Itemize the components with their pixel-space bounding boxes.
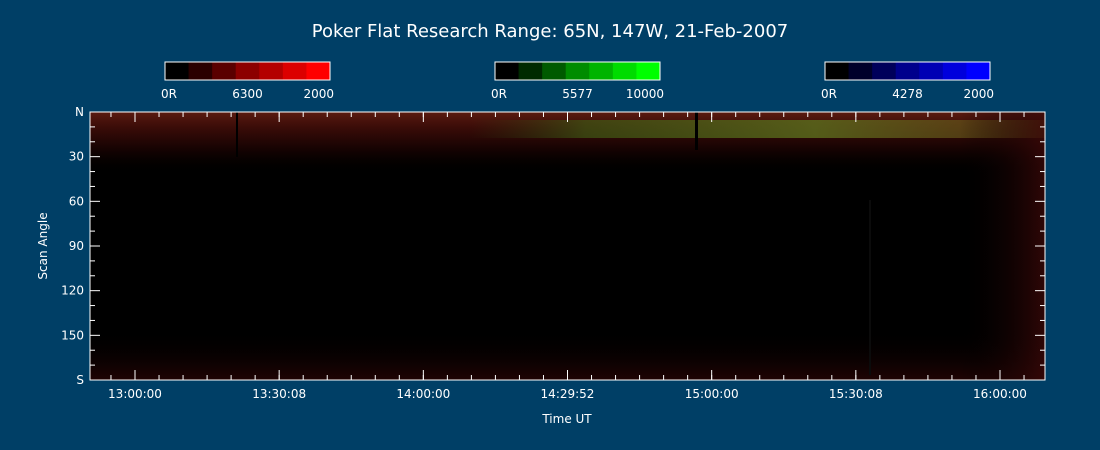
data-streak — [869, 200, 871, 375]
y-axis: N 30 60 90 120 150 S — [61, 105, 1045, 387]
colorbar-swatch — [235, 62, 260, 80]
colorbar-swatch — [636, 62, 661, 80]
colorbar-swatch — [848, 62, 873, 80]
colorbar-wavelength-label: 4278 — [892, 87, 923, 101]
y-tick-label: 120 — [61, 284, 84, 298]
colorbar-wavelength-label: 5577 — [562, 87, 593, 101]
y-axis-label: Scan Angle — [36, 212, 50, 279]
colorbar-swatch — [825, 62, 850, 80]
colorbar-swatch — [165, 62, 190, 80]
colorbar-6300: 0R 6300 2000 — [161, 61, 334, 101]
colorbar-min-label: 0R — [161, 87, 177, 101]
x-tick-label: 14:29:52 — [541, 387, 595, 401]
colorbar-legend: 0R 6300 2000 0R 5577 10000 0R 4278 2000 — [161, 61, 994, 101]
colorbar-frame — [494, 61, 661, 81]
colorbar-frame — [164, 61, 331, 81]
colorbar-swatch — [872, 62, 897, 80]
y-tick-label: N — [75, 105, 84, 119]
chart-title: Poker Flat Research Range: 65N, 147W, 21… — [312, 21, 788, 42]
x-tick-label: 13:00:00 — [108, 387, 162, 401]
colorbar-swatch — [212, 62, 237, 80]
y-tick-label: S — [76, 373, 84, 387]
x-tick-label: 14:00:00 — [396, 387, 450, 401]
colorbar-swatch — [589, 62, 614, 80]
x-tick-label: 16:00:00 — [973, 387, 1027, 401]
colorbar-max-label: 2000 — [303, 87, 334, 101]
y-tick-label: 150 — [61, 328, 84, 342]
colorbar-frame — [824, 61, 991, 81]
x-axis-label: Time UT — [541, 412, 592, 426]
keogram-image — [90, 112, 1045, 380]
data-gap-2 — [695, 112, 698, 150]
colorbar-min-label: 0R — [821, 87, 837, 101]
y-tick-label: 60 — [69, 194, 84, 208]
colorbar-swatch — [495, 62, 520, 80]
colorbar-max-label: 2000 — [963, 87, 994, 101]
colorbar-max-label: 10000 — [626, 87, 664, 101]
colorbar-swatch — [942, 62, 967, 80]
y-tick-label: 30 — [69, 150, 84, 164]
green-arc-band — [470, 120, 1045, 138]
colorbar-swatch — [919, 62, 944, 80]
colorbar-swatch — [259, 62, 284, 80]
colorbar-swatch — [306, 62, 331, 80]
colorbar-swatch — [895, 62, 920, 80]
right-edge-glow — [960, 112, 1045, 380]
colorbar-swatch — [966, 62, 991, 80]
x-tick-label: 15:30:08 — [829, 387, 883, 401]
data-gap-1 — [236, 112, 238, 157]
y-tick-label: 90 — [69, 239, 84, 253]
colorbar-5577: 0R 5577 10000 — [491, 61, 664, 101]
colorbar-4278: 0R 4278 2000 — [821, 61, 994, 101]
x-axis: 13:00:00 13:30:08 14:00:00 14:29:52 15:00:00… — [108, 112, 1027, 401]
x-tick-label: 15:00:00 — [685, 387, 739, 401]
colorbar-swatch — [542, 62, 567, 80]
colorbar-swatch — [282, 62, 307, 80]
colorbar-swatch — [612, 62, 637, 80]
colorbar-swatch — [188, 62, 213, 80]
x-tick-label: 13:30:08 — [252, 387, 306, 401]
colorbar-min-label: 0R — [491, 87, 507, 101]
colorbar-swatch — [518, 62, 543, 80]
colorbar-wavelength-label: 6300 — [232, 87, 263, 101]
colorbar-swatch — [565, 62, 590, 80]
